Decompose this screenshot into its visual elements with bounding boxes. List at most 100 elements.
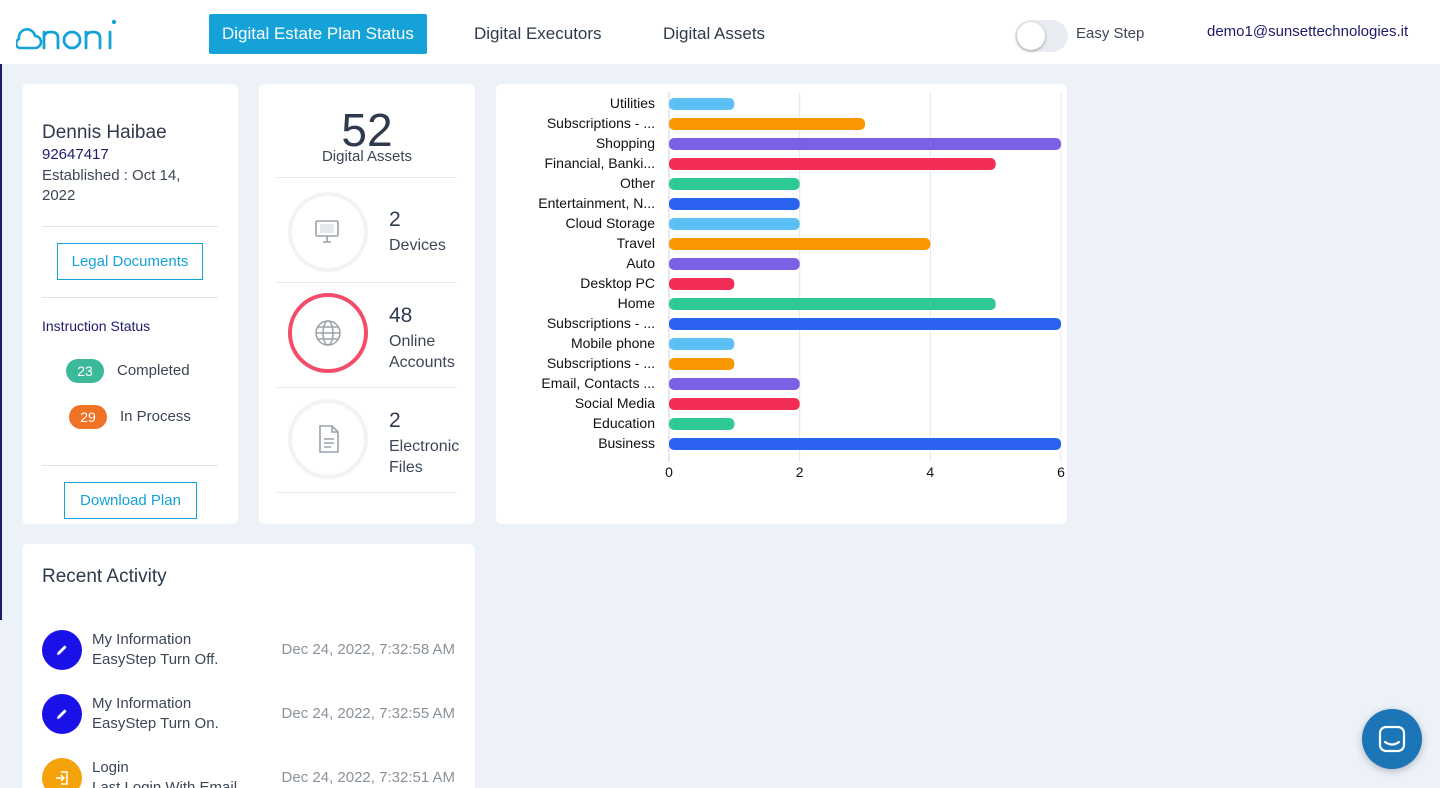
y-category-label: Desktop PC	[580, 275, 655, 291]
devices-label: Devices	[389, 237, 446, 254]
y-category-label: Entertainment, N...	[538, 195, 655, 211]
digital-assets-card: 52 Digital Assets 2 Devices 48 Online Ac…	[259, 84, 475, 524]
recent-activity-title: Recent Activity	[42, 566, 167, 587]
tab-digital-assets[interactable]: Digital Assets	[663, 24, 766, 43]
chart-bar[interactable]	[669, 398, 800, 410]
chart-bar[interactable]	[669, 358, 735, 370]
chart-bar[interactable]	[669, 138, 1061, 150]
electronic-files-ring[interactable]	[287, 398, 369, 480]
profile-card: Dennis Haibae 92647417 Established : Oct…	[22, 84, 238, 524]
divider	[277, 492, 457, 493]
y-category-label: Subscriptions - ...	[546, 355, 655, 371]
y-category-label: Travel	[616, 235, 655, 251]
monitor-icon	[315, 220, 339, 243]
divider	[277, 177, 457, 178]
y-category-label: Other	[619, 175, 655, 191]
online-accounts-count: 48	[389, 304, 413, 327]
chart-bar[interactable]	[669, 338, 735, 350]
document-icon	[319, 425, 339, 453]
profile-established: Established : Oct 14, 2022	[42, 167, 181, 204]
activity-time: Dec 24, 2022, 7:32:51 AM	[281, 769, 455, 786]
digital-assets-label: Digital Assets	[321, 148, 413, 165]
activity-item-icon	[42, 630, 82, 670]
chart-bar[interactable]	[669, 378, 800, 390]
instruction-status-title: Instruction Status	[42, 318, 151, 334]
y-category-label: Auto	[626, 255, 655, 271]
chart-plot	[668, 92, 1062, 462]
divider	[277, 282, 457, 283]
recent-activity-card: Recent Activity My Information EasyStep …	[22, 544, 475, 788]
top-navbar: noni Digital Estate Plan Status Digital …	[0, 0, 1440, 64]
y-category-label: Utilities	[609, 95, 655, 111]
y-category-label: Business	[598, 435, 655, 451]
activity-time: Dec 24, 2022, 7:32:55 AM	[281, 705, 455, 722]
chart-bar[interactable]	[669, 298, 996, 310]
profile-id: 92647417	[42, 146, 109, 163]
in-process-count-badge: 29	[69, 405, 107, 429]
y-category-label: Subscriptions - ...	[546, 115, 655, 131]
chart-bar[interactable]	[669, 218, 800, 230]
activity-title: Login	[92, 759, 129, 776]
activity-detail: EasyStep Turn Off.	[92, 651, 219, 668]
chart-bar[interactable]	[669, 278, 735, 290]
tab-digital-executors[interactable]: Digital Executors	[474, 24, 602, 43]
left-edge-line	[0, 64, 2, 620]
y-category-label: Social Media	[574, 395, 655, 411]
y-category-label: Education	[592, 415, 655, 431]
activity-title: My Information	[92, 695, 192, 712]
x-tick-label: 0	[665, 464, 673, 480]
activity-item-icon	[42, 758, 82, 788]
digital-assets-total: 52	[341, 104, 393, 156]
noni-logo[interactable]: noni	[16, 16, 120, 52]
x-tick-label: 2	[795, 464, 804, 480]
activity-item-icon	[42, 694, 82, 734]
chat-launcher-button[interactable]	[1362, 709, 1422, 769]
pencil-icon	[57, 645, 67, 655]
activity-time: Dec 24, 2022, 7:32:58 AM	[281, 641, 455, 658]
y-category-label: Financial, Banki...	[544, 155, 656, 171]
chart-bar[interactable]	[669, 418, 735, 430]
profile-name: Dennis Haibae	[42, 122, 167, 143]
completed-label: Completed	[117, 362, 190, 379]
y-category-label: Email, Contacts ...	[541, 375, 655, 391]
login-icon	[56, 771, 68, 785]
y-category-label: Subscriptions - ...	[546, 315, 655, 331]
chart-bar[interactable]	[669, 118, 865, 130]
chart-bar[interactable]	[669, 438, 1061, 450]
easy-step-toggle[interactable]	[1015, 20, 1068, 52]
divider	[42, 297, 218, 298]
easy-step-label: Easy Step	[1076, 25, 1145, 42]
chart-bar[interactable]	[669, 98, 735, 110]
toggle-knob	[1017, 22, 1045, 50]
chart-bar[interactable]	[669, 238, 931, 250]
online-accounts-label: Online Accounts	[389, 333, 455, 371]
chart-bar[interactable]	[669, 178, 800, 190]
completed-count-badge: 23	[66, 359, 104, 383]
chart-bar[interactable]	[669, 198, 800, 210]
divider	[277, 387, 457, 388]
x-tick-label: 6	[1057, 464, 1065, 480]
devices-ring[interactable]	[287, 191, 369, 273]
tab-digital-estate-plan-status[interactable]: Digital Estate Plan Status	[209, 14, 427, 54]
chart-bar[interactable]	[669, 158, 996, 170]
assets-category-chart: Utilities Subscriptions - ... Shopping Fina…	[496, 84, 1067, 524]
user-email[interactable]: demo1@sunsettechnologies.it	[1207, 23, 1409, 40]
chart-bar[interactable]	[669, 258, 800, 270]
y-category-label: Home	[617, 295, 655, 311]
y-category-label: Mobile phone	[570, 335, 655, 351]
chat-icon	[1378, 725, 1406, 753]
activity-detail: EasyStep Turn On.	[92, 715, 219, 732]
y-category-label: Cloud Storage	[565, 215, 655, 231]
chart-bar[interactable]	[669, 318, 1061, 330]
download-plan-button[interactable]: Download Plan	[64, 482, 197, 519]
electronic-files-count: 2	[389, 409, 401, 432]
legal-documents-button[interactable]: Legal Documents	[57, 243, 203, 280]
divider	[42, 226, 218, 227]
globe-icon	[315, 320, 341, 346]
online-accounts-ring[interactable]	[287, 292, 369, 374]
x-tick-label: 4	[926, 464, 935, 480]
activity-title: My Information	[92, 631, 192, 648]
activity-detail: Last Login With Email	[92, 779, 238, 788]
y-category-label: Shopping	[595, 135, 655, 151]
divider	[42, 465, 218, 466]
